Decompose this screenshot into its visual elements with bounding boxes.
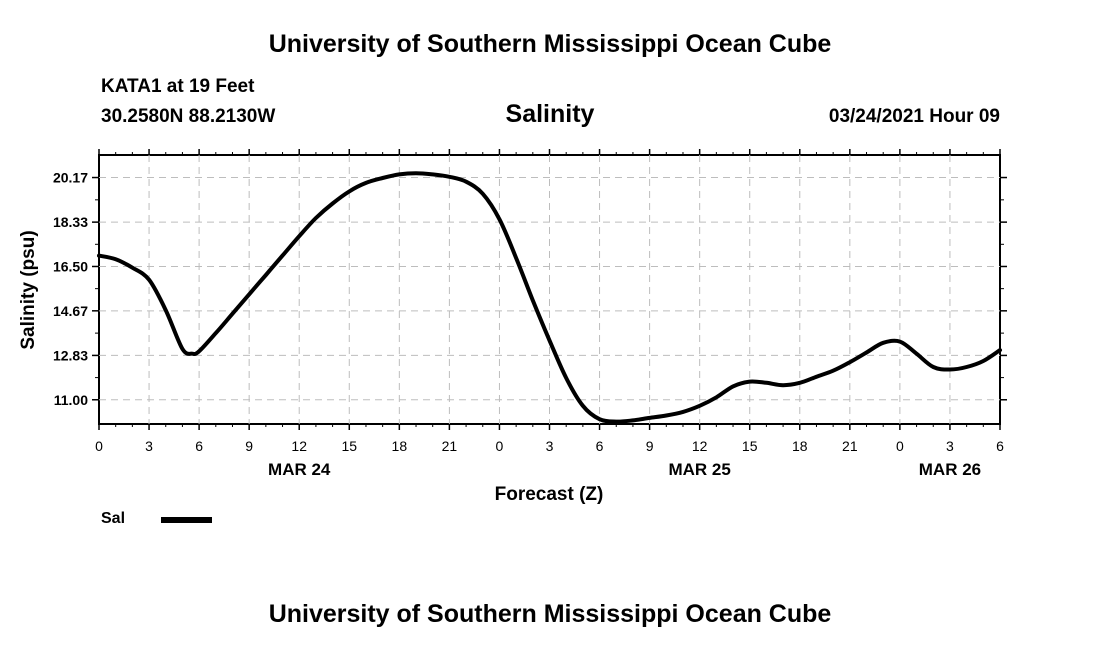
page-title-top: University of Southern Mississippi Ocean… — [268, 30, 832, 58]
x-tick-label: 21 — [842, 438, 858, 454]
x-tick-label: 18 — [392, 438, 408, 454]
x-tick-label: 9 — [646, 438, 654, 454]
x-tick-label: 12 — [291, 438, 307, 454]
datetime-label: 03/24/2021 Hour 09 — [828, 106, 1000, 127]
page-title-bottom: University of Southern Mississippi Ocean… — [268, 600, 832, 628]
x-tick-label: 21 — [442, 438, 458, 454]
y-tick-label: 11.00 — [54, 392, 88, 408]
series-layer — [97, 171, 1002, 424]
x-tick-label: 15 — [341, 438, 357, 454]
y-tick-label: 12.83 — [53, 347, 88, 363]
y-axis-title: Salinity (psu) — [18, 230, 39, 349]
x-tick-label: 15 — [742, 438, 758, 454]
y-tick-label: 16.50 — [53, 258, 88, 274]
y-tick-label: 20.17 — [53, 170, 88, 186]
tick-layer: 0 3 6 9 12 15 18 21 0 3 6 9 12 15 18 21 0 3 6 11.00 12.83 14.… — [53, 149, 1007, 479]
chart-title: Salinity — [505, 100, 595, 128]
x-axis-title: Forecast (Z) — [495, 484, 604, 505]
series-line-sal — [97, 171, 1002, 424]
x-tick-label: 3 — [946, 438, 954, 454]
date-label: MAR 26 — [919, 460, 981, 479]
x-tick-label: 0 — [496, 438, 504, 454]
date-label: MAR 25 — [668, 460, 730, 479]
y-tick-label: 18.33 — [53, 214, 88, 230]
date-label: MAR 24 — [268, 460, 331, 479]
station-label: KATA1 at 19 Feet — [101, 76, 255, 97]
legend-swatch — [161, 517, 212, 523]
x-tick-label: 12 — [692, 438, 708, 454]
salinity-chart: 0 3 6 9 12 15 18 21 0 3 6 9 12 15 18 21 0 3 6 11.00 12.83 14.… — [18, 149, 1007, 505]
x-tick-label: 9 — [245, 438, 253, 454]
x-tick-label: 18 — [792, 438, 808, 454]
y-tick-label: 14.67 — [53, 303, 88, 319]
x-tick-label: 0 — [95, 438, 103, 454]
coordinates-label: 30.2580N 88.2130W — [101, 106, 276, 127]
grid-layer — [99, 155, 1000, 424]
x-tick-label: 3 — [546, 438, 554, 454]
legend-label: Sal — [101, 510, 126, 527]
x-tick-label: 6 — [996, 438, 1004, 454]
x-tick-label: 0 — [896, 438, 904, 454]
x-tick-label: 6 — [195, 438, 203, 454]
x-tick-label: 6 — [596, 438, 604, 454]
x-tick-label: 3 — [145, 438, 153, 454]
